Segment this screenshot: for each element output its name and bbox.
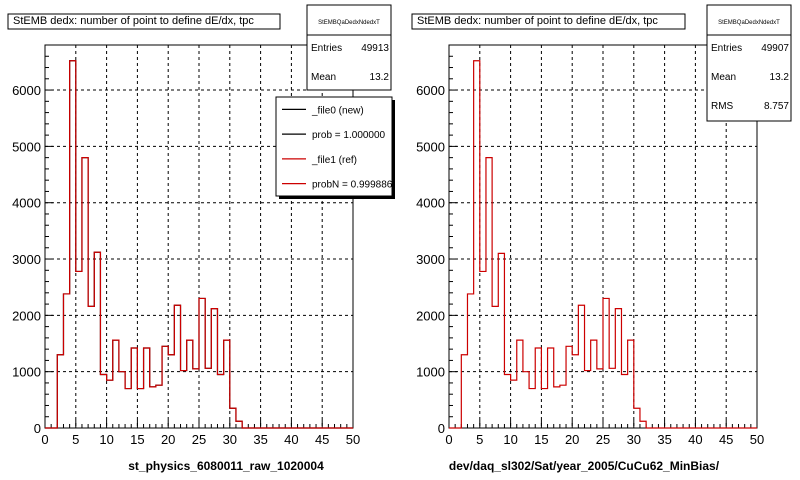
- y-tick-label: 2000: [12, 308, 41, 323]
- y-tick-label: 6000: [12, 83, 41, 98]
- x-tick-label: 10: [99, 432, 113, 447]
- title-box: [7, 13, 281, 30]
- legend-entry: probN = 0.999886: [312, 180, 393, 191]
- x-tick-label: 25: [596, 432, 610, 447]
- legend-box: [275, 96, 393, 197]
- x-tick-label: 40: [688, 432, 702, 447]
- title-box: [411, 13, 686, 30]
- stats-entries-value: 49913: [361, 43, 389, 54]
- stats-entries-value: 49907: [761, 43, 789, 54]
- stats-entries-label: Entries: [311, 43, 342, 54]
- x-tick-label: 50: [346, 432, 360, 447]
- x-tick-label: 30: [223, 432, 237, 447]
- x-tick-label: 5: [476, 432, 483, 447]
- stats-mean-label: Mean: [311, 72, 336, 83]
- chart-panel-1: 0 5 10 15 20 25 30 35 40 45 50 0 1000 2000 3000 4000 500…: [7, 4, 395, 473]
- y-tick-label: 3000: [416, 252, 445, 267]
- y-tick-label: 0: [34, 421, 41, 436]
- y-tick-label: 4000: [12, 196, 41, 211]
- x-tick-label: 20: [565, 432, 579, 447]
- y-tick-label: 4000: [416, 196, 445, 211]
- x-axis-label: st_physics_6080011_raw_1020004: [128, 459, 324, 473]
- legend-entry: _file1 (ref): [311, 155, 357, 166]
- x-tick-label: 20: [161, 432, 175, 447]
- chart-title: StEMB dedx: number of point to define dE…: [417, 15, 658, 27]
- y-tick-label: 6000: [416, 83, 445, 98]
- stats-box: [306, 4, 392, 91]
- stats-name: StEMBQaDedxNdedxT: [318, 20, 380, 26]
- y-tick-label: 5000: [12, 139, 41, 154]
- stats-rms-label: RMS: [711, 101, 734, 112]
- x-tick-label: 40: [284, 432, 298, 447]
- y-tick-label: 1000: [416, 365, 445, 380]
- stats-name: StEMBQaDedxNdedxT: [718, 20, 780, 26]
- legend-entry: prob = 1.000000: [312, 130, 386, 141]
- stats-mean-value: 13.2: [370, 72, 390, 83]
- x-tick-label: 35: [253, 432, 267, 447]
- x-tick-label: 15: [534, 432, 548, 447]
- x-tick-label: 30: [627, 432, 641, 447]
- stats-mean-value: 13.2: [770, 72, 790, 83]
- x-tick-label: 45: [719, 432, 733, 447]
- legend-entry: _file0 (new): [311, 105, 364, 116]
- x-tick-label: 0: [445, 432, 452, 447]
- chart-panel-2: 0 5 10 15 20 25 30 35 40 45 50 0 1000 2000 3000 4000 500…: [411, 4, 792, 473]
- x-axis-label: dev/daq_sl302/Sat/year_2005/CuCu62_MinBi…: [449, 459, 720, 473]
- stats-mean-label: Mean: [711, 72, 736, 83]
- x-tick-label: 10: [503, 432, 517, 447]
- histogram-series: [449, 60, 757, 429]
- x-tick-label: 50: [750, 432, 764, 447]
- y-tick-label: 0: [438, 421, 445, 436]
- stats-box: [706, 4, 792, 122]
- y-tick-label: 3000: [12, 252, 41, 267]
- histogram-series: [45, 60, 353, 429]
- x-tick-label: 5: [72, 432, 79, 447]
- x-tick-label: 45: [315, 432, 329, 447]
- x-tick-label: 15: [130, 432, 144, 447]
- x-tick-label: 35: [657, 432, 671, 447]
- x-tick-label: 25: [192, 432, 206, 447]
- y-tick-label: 5000: [416, 139, 445, 154]
- y-tick-label: 1000: [12, 365, 41, 380]
- chart-title: StEMB dedx: number of point to define dE…: [13, 15, 254, 27]
- stats-entries-label: Entries: [711, 43, 742, 54]
- legend-entries: _file0 (new) prob = 1.000000 _file1 (ref) p…: [282, 105, 393, 191]
- stats-rms-value: 8.757: [764, 101, 789, 112]
- y-tick-label: 2000: [416, 308, 445, 323]
- x-tick-label: 0: [41, 432, 48, 447]
